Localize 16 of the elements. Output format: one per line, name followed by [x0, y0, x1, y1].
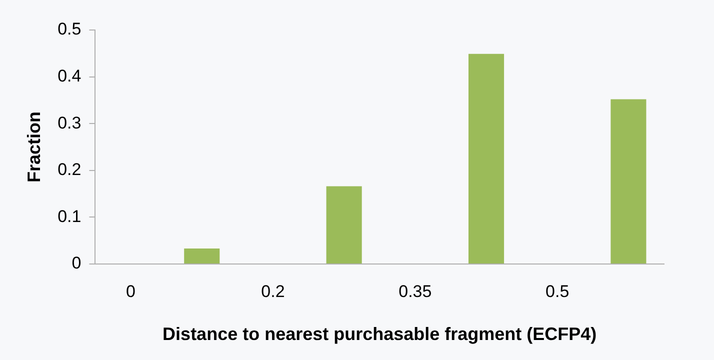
x-tick-label: 0 — [126, 282, 136, 301]
y-tick-label: 0.2 — [58, 160, 82, 180]
bar — [184, 248, 220, 264]
y-tick-label: 0.3 — [58, 113, 82, 132]
x-axis-title: Distance to nearest purchasable fragment (ECFP4) — [162, 324, 597, 344]
bar — [326, 186, 362, 264]
bar — [468, 54, 504, 264]
y-tick-label: 0 — [72, 254, 82, 273]
y-tick-label: 0.4 — [58, 66, 82, 86]
x-tick-label: 0.5 — [546, 282, 570, 301]
bar — [610, 99, 646, 264]
x-tick-label: 0.35 — [398, 282, 432, 301]
y-axis-title: Fraction — [24, 111, 44, 183]
y-tick-label: 0.1 — [58, 206, 82, 226]
x-tick-label: 0.2 — [261, 282, 285, 301]
y-tick-label: 0.5 — [58, 20, 82, 39]
